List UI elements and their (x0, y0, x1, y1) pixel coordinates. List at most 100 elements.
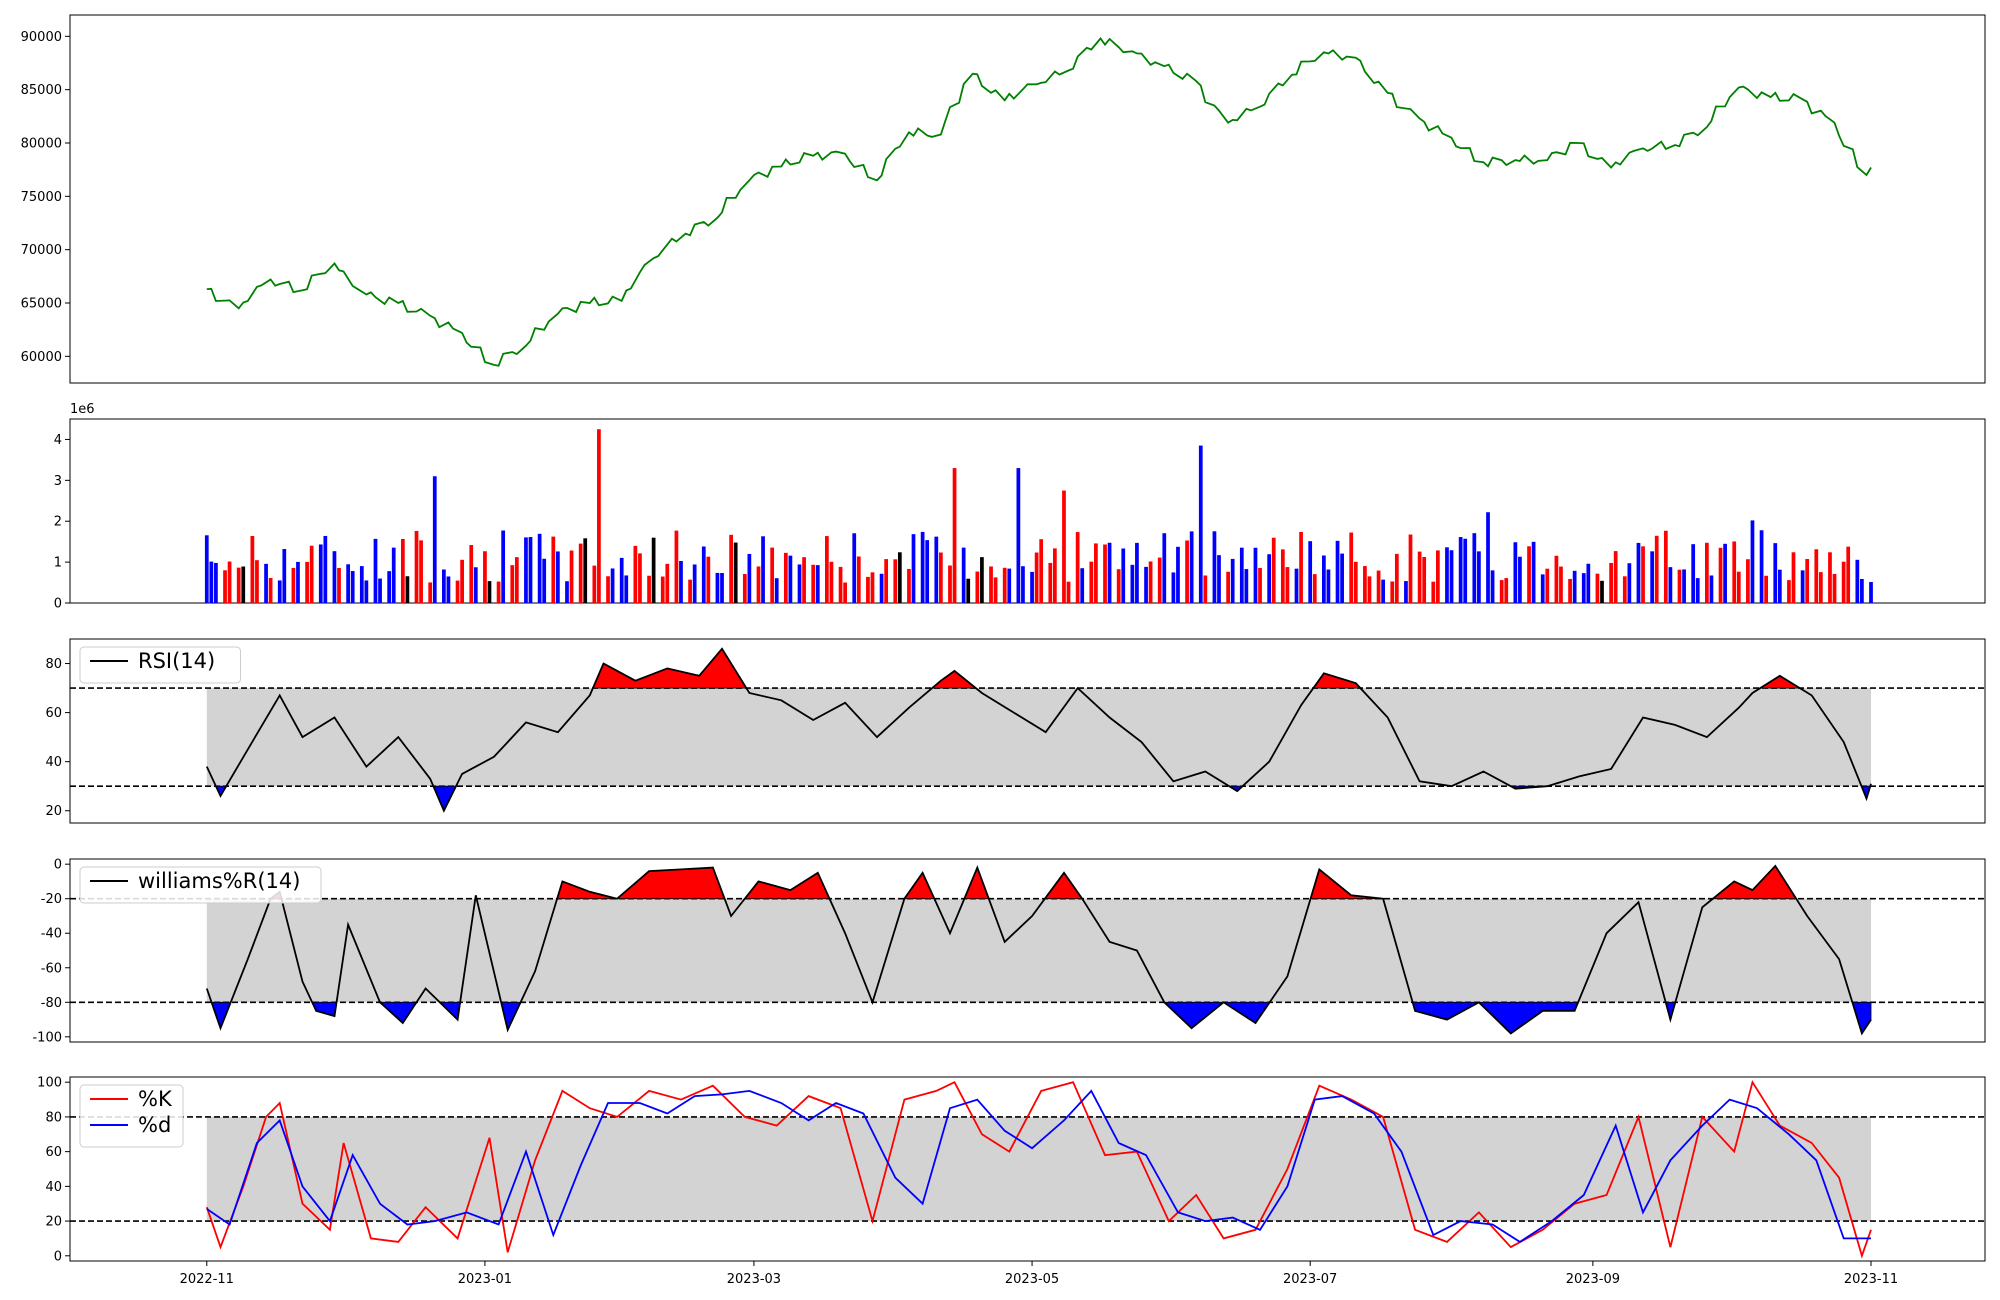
volume-bar (1513, 542, 1518, 603)
volume-bar (679, 560, 683, 603)
x-tick-label: 2023-03 (727, 1272, 781, 1287)
williams-overbought-fill (743, 872, 831, 900)
williams-overbought-fill (1310, 868, 1384, 900)
volume-bar (1016, 468, 1021, 603)
volume-bar (811, 564, 816, 603)
volume-bar (660, 576, 665, 603)
volume-ytick-label: 1 (54, 556, 62, 571)
volume-bar (1568, 578, 1572, 603)
volume-bar (1299, 531, 1303, 603)
volume-bar (264, 563, 268, 603)
volume-bar (1322, 555, 1326, 603)
volume-bar (1777, 569, 1782, 603)
volume-bar (1116, 569, 1121, 603)
volume-bar (583, 538, 588, 603)
rsi-line (205, 647, 1872, 813)
volume-bar (1135, 542, 1139, 603)
volume-bar (838, 566, 843, 603)
volume-bar (1855, 559, 1860, 603)
volume-bar (797, 564, 802, 603)
volume-bar (419, 540, 423, 603)
volume-bar (455, 580, 460, 603)
volume-bar (952, 468, 957, 603)
volume-bar (1030, 571, 1034, 603)
volume-bar (1048, 562, 1053, 603)
volume-bar (843, 582, 847, 603)
stochastic-frame (69, 1076, 1986, 1262)
volume-bar (825, 536, 829, 603)
volume-bar (414, 530, 419, 603)
volume-bar (542, 558, 547, 603)
volume-bar (961, 547, 966, 603)
volume-bar (332, 551, 337, 603)
volume-bar (674, 530, 679, 603)
volume-bar (688, 579, 692, 603)
volume-bar (1326, 569, 1331, 603)
volume-bar (460, 559, 464, 603)
volume-bar (911, 534, 916, 603)
rsi-oversold-fill (432, 785, 457, 812)
x-tick-label: 2023-09 (1566, 1272, 1620, 1287)
volume-bar (323, 535, 328, 603)
volume-bar (501, 530, 506, 603)
volume-bar (1805, 559, 1810, 603)
x-tick-label: 2023-01 (458, 1272, 512, 1287)
williams-ytick-label: 0 (54, 858, 62, 873)
volume-bar (1595, 573, 1600, 603)
volume-bar (1021, 566, 1025, 603)
rsi-legend-box (79, 646, 241, 684)
volume-bar (1504, 578, 1509, 603)
volume-bar (665, 563, 670, 603)
volume-bar (1121, 548, 1126, 603)
stochastic-ytick-label: 20 (45, 1215, 62, 1230)
volume-bar (1294, 568, 1299, 603)
volume-bar (852, 533, 857, 603)
volume-bar (920, 531, 925, 603)
volume-bar (214, 562, 218, 603)
volume-bar (1435, 550, 1440, 603)
volume-bar (1271, 537, 1276, 603)
volume-bar (1258, 567, 1262, 603)
volume-bar (747, 553, 752, 603)
volume-bar (1367, 576, 1372, 603)
volume-bar (1818, 572, 1823, 603)
williams-ytick-label: -60 (41, 961, 62, 976)
volume-bar (1746, 559, 1750, 603)
volume-bar (1695, 578, 1700, 603)
volume-bar (483, 551, 487, 603)
volume-bar (856, 556, 861, 603)
volume-bar (1034, 552, 1039, 603)
volume-bar (1668, 567, 1673, 603)
price-ytick-label: 60000 (21, 350, 62, 365)
volume-bar (1663, 530, 1668, 603)
volume-bar (1226, 571, 1230, 603)
volume-bar (939, 552, 943, 603)
volume-bar (1499, 580, 1504, 603)
volume-bar (1627, 563, 1632, 603)
volume-bar (1176, 546, 1180, 603)
volume-bar (1800, 570, 1805, 603)
volume-bar (1353, 561, 1358, 603)
volume-bar (255, 560, 259, 603)
volume-bar (405, 576, 410, 603)
volume-bar (1244, 569, 1249, 603)
volume-bar (1832, 573, 1837, 603)
volume-bar (524, 537, 528, 603)
volume-bar (556, 551, 560, 603)
volume-bar (619, 557, 624, 603)
volume-bar (1445, 547, 1449, 603)
volume-bar (1349, 532, 1354, 603)
volume-bar (1408, 534, 1413, 603)
volume-bar (1581, 573, 1586, 603)
volume-bar (907, 568, 911, 603)
volume-bar (610, 568, 615, 603)
volume-bar (1764, 575, 1769, 603)
volume-bar (1162, 533, 1167, 603)
williams-band (206, 898, 1872, 1003)
volume-bar (897, 552, 902, 603)
volume-ytick-label: 4 (54, 433, 62, 448)
volume-bar (469, 545, 474, 603)
x-tick-label: 2022-11 (180, 1272, 234, 1287)
rsi-overbought-fill (1758, 675, 1802, 689)
volume-bar (966, 578, 971, 603)
